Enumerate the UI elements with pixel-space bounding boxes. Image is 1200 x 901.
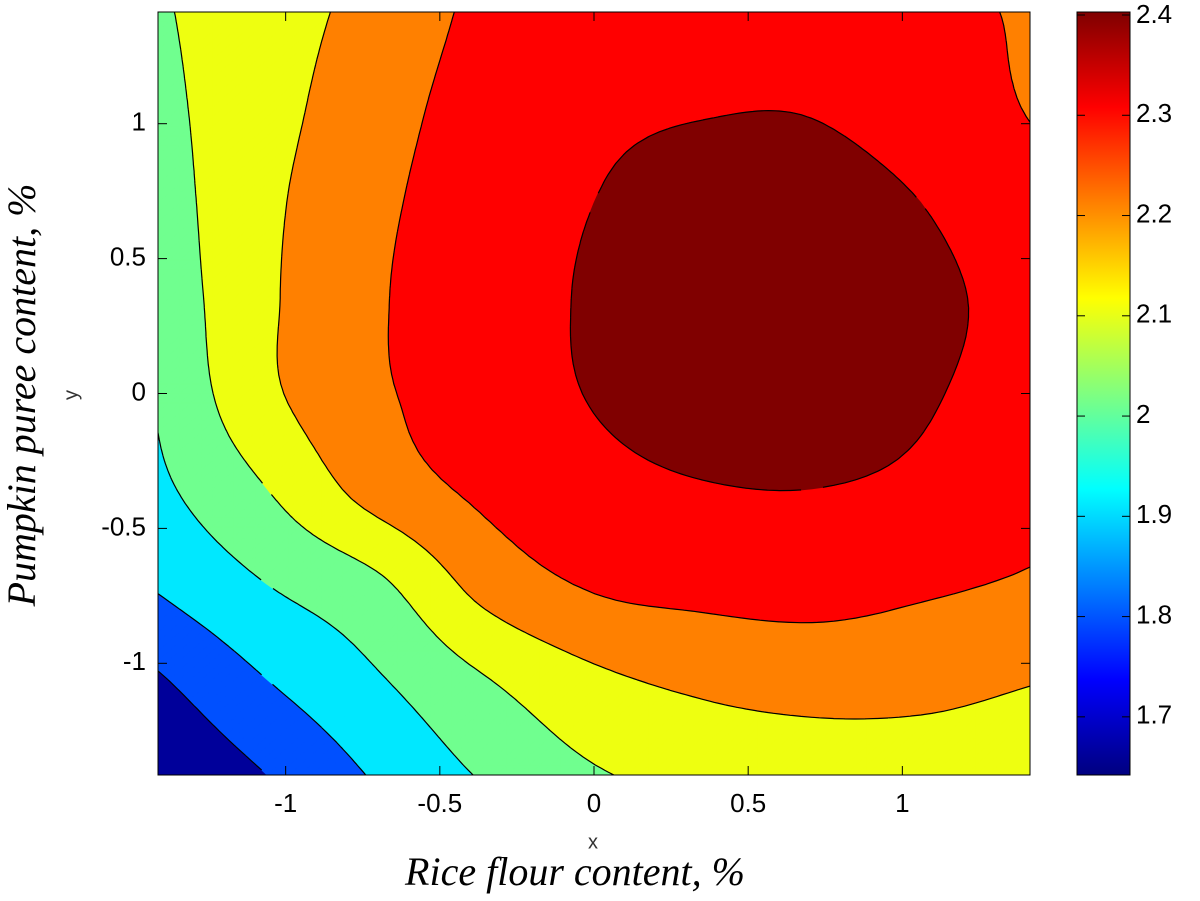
contour-line [158, 593, 367, 775]
y-tick-label: -0.5 [101, 511, 146, 541]
contour-line [276, 12, 1030, 720]
y-tick-label: 0.5 [110, 241, 146, 271]
colorbar-tick-label: 2.2 [1136, 198, 1172, 228]
colorbar-tick-label: 1.7 [1136, 700, 1172, 730]
x-axis-label: Rice flour content, % [404, 849, 745, 894]
x-tick-label: -1 [274, 788, 297, 818]
colorbar-tick-label: 2.1 [1136, 299, 1172, 329]
contour-line [173, 12, 615, 775]
x-tick-label: 1 [895, 788, 909, 818]
y-tick-label: 0 [132, 376, 146, 406]
contour-line [158, 670, 263, 771]
x-name: x [588, 831, 598, 853]
y-name: y [60, 390, 82, 400]
x-tick-label: 0.5 [730, 788, 766, 818]
y-tick-label: 1 [132, 107, 146, 137]
plot-area [158, 12, 1030, 775]
colorbar-tick-label: 1.9 [1136, 499, 1172, 529]
x-tick-label: -0.5 [417, 788, 462, 818]
colorbar-tick-label: 2 [1136, 399, 1150, 429]
contour-line [569, 110, 970, 492]
colorbar-tick-label: 2.4 [1136, 0, 1172, 29]
y-tick-label: -1 [123, 646, 146, 676]
colorbar-tick-label: 2.3 [1136, 98, 1172, 128]
contour-line [158, 432, 474, 775]
y-axis-label: Pumpkin puree content, % [0, 184, 44, 608]
x-tick-label: 0 [587, 788, 601, 818]
colorbar [1076, 11, 1131, 776]
colorbar-tick-label: 1.8 [1136, 599, 1172, 629]
contour-line [387, 12, 1030, 624]
